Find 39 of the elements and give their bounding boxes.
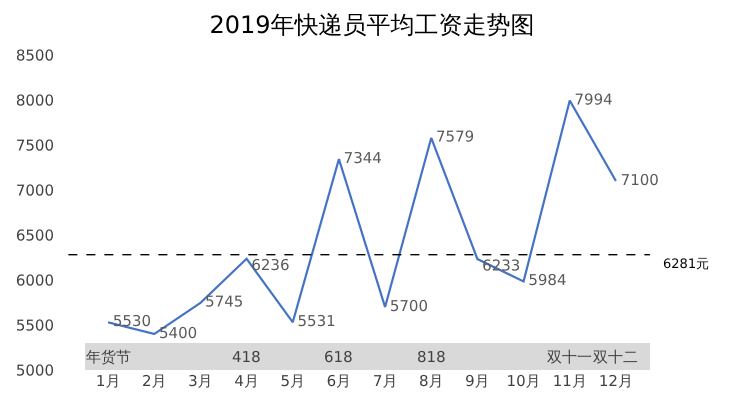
y-tick-label: 6500 bbox=[16, 226, 54, 244]
annotation: 618 bbox=[324, 348, 353, 366]
annotation: 418 bbox=[232, 348, 261, 366]
x-tick-label: 9月 bbox=[465, 372, 490, 390]
data-label: 7100 bbox=[616, 170, 659, 189]
data-label: 5400 bbox=[154, 324, 198, 342]
data-label: 5531 bbox=[292, 312, 336, 330]
x-tick-label: 12月 bbox=[598, 372, 633, 390]
y-tick-label: 5000 bbox=[16, 361, 54, 380]
data-label: 5745 bbox=[200, 292, 244, 311]
chart-title: 2019年快递员平均工资走势图 bbox=[209, 11, 535, 39]
x-tick-label: 2月 bbox=[142, 372, 167, 390]
x-tick-label: 7月 bbox=[372, 372, 398, 390]
x-tick-label: 11月 bbox=[552, 372, 587, 390]
y-tick-label: 8500 bbox=[16, 46, 54, 64]
data-label: 5530 bbox=[108, 312, 152, 330]
y-tick-label: 5500 bbox=[16, 316, 54, 334]
data-label: 7344 bbox=[338, 148, 382, 167]
x-tick-label: 1月 bbox=[96, 372, 120, 390]
x-tick-label: 5月 bbox=[280, 372, 306, 390]
data-label: 7579 bbox=[431, 128, 474, 146]
x-tick-label: 6月 bbox=[326, 372, 352, 390]
y-tick-label: 7000 bbox=[16, 181, 54, 200]
data-label: 7994 bbox=[570, 90, 613, 108]
annotation: 双十一 bbox=[547, 348, 592, 366]
x-tick-label: 10月 bbox=[506, 372, 541, 390]
data-label: 6236 bbox=[246, 256, 290, 274]
x-tick-label: 4月 bbox=[234, 372, 259, 390]
data-label: 5984 bbox=[524, 271, 567, 290]
ref-line-label: 6281元 bbox=[663, 257, 710, 272]
y-tick-label: 7500 bbox=[16, 136, 54, 154]
annotation: 双十二 bbox=[593, 348, 638, 366]
annotation: 818 bbox=[417, 348, 446, 366]
data-label: 5700 bbox=[385, 296, 428, 315]
y-tick-label: 8000 bbox=[16, 91, 54, 110]
x-tick-label: 8月 bbox=[418, 372, 444, 390]
x-tick-label: 3月 bbox=[188, 372, 213, 390]
y-tick-label: 6000 bbox=[16, 271, 54, 290]
annotation: 年货节 bbox=[86, 348, 131, 366]
